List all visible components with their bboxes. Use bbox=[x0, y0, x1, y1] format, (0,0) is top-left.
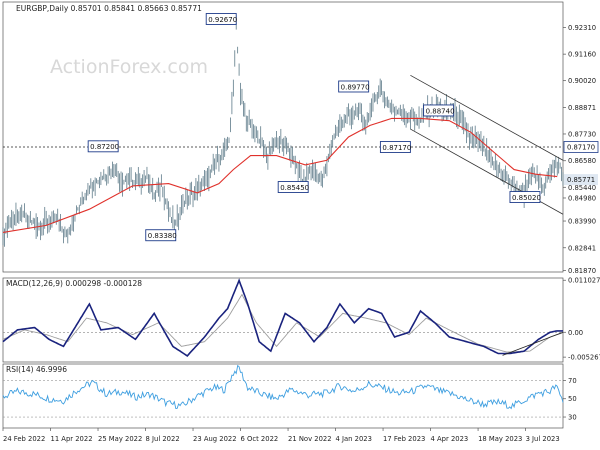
price-level-label: 0.88740 bbox=[423, 104, 455, 117]
dotted-level-label: 0.87170 bbox=[567, 144, 595, 152]
x-axis: 24 Feb 2022 11 Apr 2022 25 May 2022 8 Jul 2… bbox=[2, 428, 560, 443]
x-tick-label: 18 May 2023 bbox=[478, 435, 522, 443]
price-level-label: 0.85450 bbox=[277, 181, 309, 193]
watermark: ActionForex.com bbox=[50, 56, 208, 78]
price-ytick-label: 0.91160 bbox=[568, 51, 596, 59]
rsi-panel: 70 50 30 bbox=[2, 363, 577, 429]
price-level-label: 0.89770 bbox=[338, 80, 370, 93]
rsi-ytick-label: 70 bbox=[568, 377, 577, 385]
price-level-label-text: 0.87200 bbox=[90, 143, 119, 151]
price-level-label: 0.87200 bbox=[87, 140, 119, 153]
price-level-label-text: 0.85450 bbox=[280, 184, 309, 192]
price-level-label-text: 0.85020 bbox=[512, 194, 541, 202]
price-ytick-label: 0.87730 bbox=[568, 130, 596, 138]
price-ytick-label: 0.83990 bbox=[568, 218, 596, 226]
moving-average-line bbox=[2, 117, 558, 233]
price-ytick-label: 0.81870 bbox=[568, 267, 596, 275]
x-tick-label: 21 Nov 2022 bbox=[288, 435, 332, 443]
price-ytick-label: 0.86580 bbox=[568, 157, 596, 165]
rsi-ytick-label: 30 bbox=[568, 414, 577, 422]
rsi-line bbox=[2, 364, 564, 410]
price-ytick-label: 0.84980 bbox=[568, 194, 596, 202]
macd-ytick-label: -0.005267 bbox=[568, 354, 600, 362]
x-tick-label: 4 Apr 2023 bbox=[431, 435, 469, 443]
x-tick-label: 6 Oct 2022 bbox=[241, 435, 279, 443]
x-tick-label: 4 Jan 2023 bbox=[336, 435, 372, 443]
chart-header: EURGBP,Daily 0.85701 0.85841 0.85663 0.8… bbox=[16, 4, 202, 13]
price-level-label-box bbox=[423, 104, 455, 117]
price-frame bbox=[2, 1, 564, 273]
price-level-label-box bbox=[509, 191, 541, 204]
current-price-label: 0.85771 bbox=[567, 176, 595, 184]
price-level-label: 0.83380 bbox=[145, 229, 177, 242]
price-ytick-label: 0.85440 bbox=[568, 184, 596, 192]
price-level-label-box bbox=[379, 141, 411, 153]
x-tick-label: 8 Jul 2022 bbox=[146, 435, 180, 443]
price-level-label-text: 0.92670 bbox=[208, 16, 237, 24]
rsi-title: RSI(14) 46.9996 bbox=[6, 365, 67, 374]
price-ytick-label: 0.90020 bbox=[568, 77, 596, 85]
x-tick-label: 11 Apr 2022 bbox=[51, 435, 93, 443]
price-ytick-label: 0.82841 bbox=[568, 244, 596, 252]
macd-title: MACD(12,26,9) 0.000298 -0.000128 bbox=[6, 279, 142, 288]
price-level-label-box bbox=[338, 80, 370, 93]
price-level-label-text: 0.89770 bbox=[341, 83, 370, 91]
x-tick-label: 24 Feb 2022 bbox=[3, 435, 45, 443]
price-panel: 0.92310 0.91160 0.90020 0.88871 0.87730 0.865… bbox=[2, 1, 599, 275]
price-level-label-box bbox=[145, 229, 177, 242]
price-level-label: 0.87170 bbox=[379, 141, 411, 153]
dotted-level-box bbox=[563, 141, 599, 153]
current-price-box bbox=[564, 174, 598, 186]
price-ytick-label: 0.88871 bbox=[568, 104, 596, 112]
price-level-label-text: 0.83380 bbox=[148, 232, 177, 240]
price-level-label-text: 0.88740 bbox=[426, 107, 455, 115]
price-level-label: 0.85020 bbox=[509, 191, 541, 204]
price-ytick-label: 0.92310 bbox=[568, 24, 596, 32]
x-tick-label: 23 Aug 2022 bbox=[193, 435, 237, 443]
macd-ytick-label: 0.00 bbox=[568, 329, 583, 337]
channel-upper-line bbox=[410, 74, 564, 161]
price-level-label-text: 0.87170 bbox=[382, 144, 411, 152]
rsi-ytick-label: 50 bbox=[568, 395, 577, 403]
macd-line bbox=[2, 278, 563, 357]
price-bars bbox=[2, 15, 564, 247]
x-tick-label: 17 Feb 2023 bbox=[383, 435, 425, 443]
price-level-label-box bbox=[277, 181, 309, 193]
macd-trendline bbox=[502, 331, 564, 356]
x-tick-label: 3 Jul 2023 bbox=[526, 435, 560, 443]
macd-panel: 0.011027 0.00 -0.005267 bbox=[2, 277, 600, 363]
price-level-label: 0.92670 bbox=[205, 13, 237, 25]
macd-ytick-label: 0.011027 bbox=[568, 277, 600, 285]
x-tick-label: 25 May 2022 bbox=[98, 435, 142, 443]
price-level-label-box bbox=[87, 140, 119, 153]
price-level-label-box bbox=[205, 13, 237, 25]
